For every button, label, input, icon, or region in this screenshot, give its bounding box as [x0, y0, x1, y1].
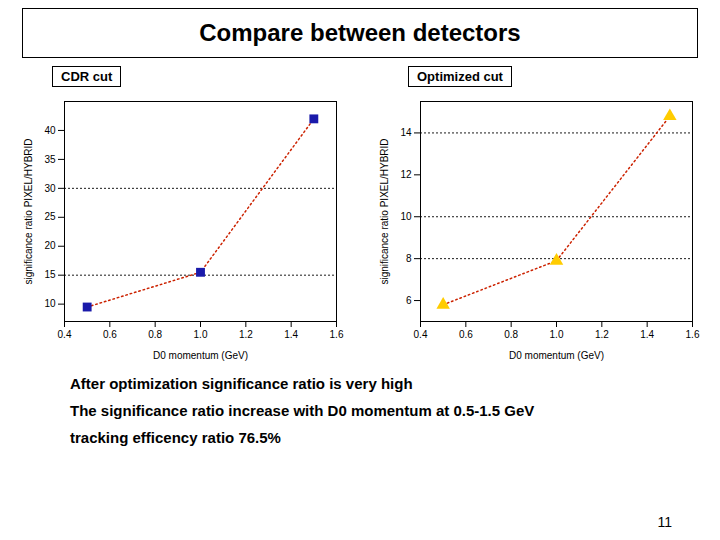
svg-text:6: 6 — [406, 295, 412, 306]
svg-text:0.6: 0.6 — [103, 329, 117, 340]
svg-text:1.4: 1.4 — [284, 329, 298, 340]
svg-text:1.0: 1.0 — [550, 329, 564, 340]
svg-text:20: 20 — [44, 240, 56, 251]
svg-text:10: 10 — [44, 298, 56, 309]
svg-text:0.8: 0.8 — [148, 329, 162, 340]
svg-text:14: 14 — [400, 127, 412, 138]
svg-text:25: 25 — [44, 211, 56, 222]
svg-text:8: 8 — [406, 253, 412, 264]
html-text:CDR cut: CDR cut — [61, 69, 113, 84]
svg-text:D0 momentum (GeV): D0 momentum (GeV) — [509, 350, 604, 361]
html-text:Compare between detectors: Compare between detectors — [199, 19, 521, 46]
svg-text:1.6: 1.6 — [686, 329, 700, 340]
svg-text:40: 40 — [44, 125, 56, 136]
svg-text:30: 30 — [44, 183, 56, 194]
svg-text:1.2: 1.2 — [239, 329, 253, 340]
svg-text:1.6: 1.6 — [330, 329, 344, 340]
svg-text:1.4: 1.4 — [640, 329, 654, 340]
svg-text:1.2: 1.2 — [595, 329, 609, 340]
svg-text:significance ratio PIXEL/HYBRI: significance ratio PIXEL/HYBRID — [23, 138, 34, 284]
svg-text:0.8: 0.8 — [504, 329, 518, 340]
svg-text:0.4: 0.4 — [414, 329, 428, 340]
html-text:After optimization significanc: After optimization significance ratio is… — [70, 375, 413, 392]
svg-text:10: 10 — [400, 211, 412, 222]
svg-text:35: 35 — [44, 154, 56, 165]
svg-text:1.0: 1.0 — [194, 329, 208, 340]
svg-text:0.4: 0.4 — [58, 329, 72, 340]
svg-text:15: 15 — [44, 269, 56, 280]
html-text:The significance ratio increas: The significance ratio increase with D0 … — [70, 402, 535, 419]
svg-text:12: 12 — [400, 169, 412, 180]
svg-text:0.6: 0.6 — [459, 329, 473, 340]
html-text:11: 11 — [657, 514, 672, 530]
html-text:Optimized cut: Optimized cut — [417, 69, 503, 84]
svg-text:D0 momentum (GeV): D0 momentum (GeV) — [153, 350, 248, 361]
html-text:tracking efficency ratio 76.5%: tracking efficency ratio 76.5% — [70, 429, 281, 446]
svg-text:significance ratio PIXEL/HYBRI: significance ratio PIXEL/HYBRID — [379, 138, 390, 284]
